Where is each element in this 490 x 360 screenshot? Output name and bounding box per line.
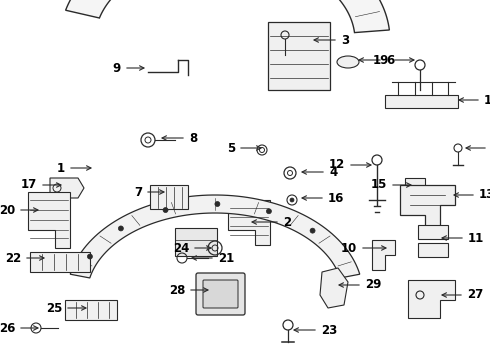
Text: 4: 4 [329,166,337,179]
Polygon shape [372,240,395,270]
Text: 29: 29 [365,279,381,292]
FancyBboxPatch shape [203,280,238,308]
Ellipse shape [337,56,359,68]
Text: 8: 8 [189,131,197,144]
Circle shape [267,209,271,214]
Circle shape [310,228,315,233]
Bar [175,228,217,256]
Bar [418,225,448,239]
Text: 25: 25 [46,302,62,315]
Polygon shape [400,185,455,230]
Text: 7: 7 [134,185,142,198]
Polygon shape [405,178,425,200]
Circle shape [215,202,220,207]
Bar [268,22,330,90]
Polygon shape [408,280,455,318]
Polygon shape [320,268,348,308]
Text: 1: 1 [57,162,65,175]
Text: 20: 20 [0,203,15,216]
Text: 3: 3 [341,33,349,46]
Polygon shape [385,95,458,108]
Text: 15: 15 [370,179,387,192]
Text: 24: 24 [172,242,189,255]
Text: 9: 9 [113,62,121,75]
Text: 27: 27 [467,288,483,302]
Bar [65,300,117,320]
Circle shape [119,226,123,231]
Circle shape [290,198,294,202]
Text: 28: 28 [169,284,185,297]
Text: 22: 22 [5,252,21,265]
Bar [150,185,188,209]
Bar [418,243,448,257]
Text: 2: 2 [283,216,291,229]
Circle shape [87,254,93,259]
Text: 17: 17 [21,179,37,192]
Text: 18: 18 [484,94,490,107]
Text: 23: 23 [321,324,337,337]
Polygon shape [228,200,270,245]
Text: 16: 16 [328,192,344,204]
Polygon shape [70,195,360,278]
Text: 5: 5 [227,141,235,154]
Polygon shape [28,192,70,248]
Polygon shape [50,178,84,198]
Text: 26: 26 [0,321,15,334]
Bar [30,252,90,272]
FancyBboxPatch shape [196,273,245,315]
Text: 12: 12 [329,158,345,171]
Polygon shape [66,0,390,33]
Text: 6: 6 [386,54,394,67]
Text: 13: 13 [479,189,490,202]
Text: 10: 10 [341,242,357,255]
Text: 19: 19 [372,54,389,67]
Text: 11: 11 [468,231,484,244]
Text: 21: 21 [218,252,234,265]
Circle shape [163,208,168,212]
